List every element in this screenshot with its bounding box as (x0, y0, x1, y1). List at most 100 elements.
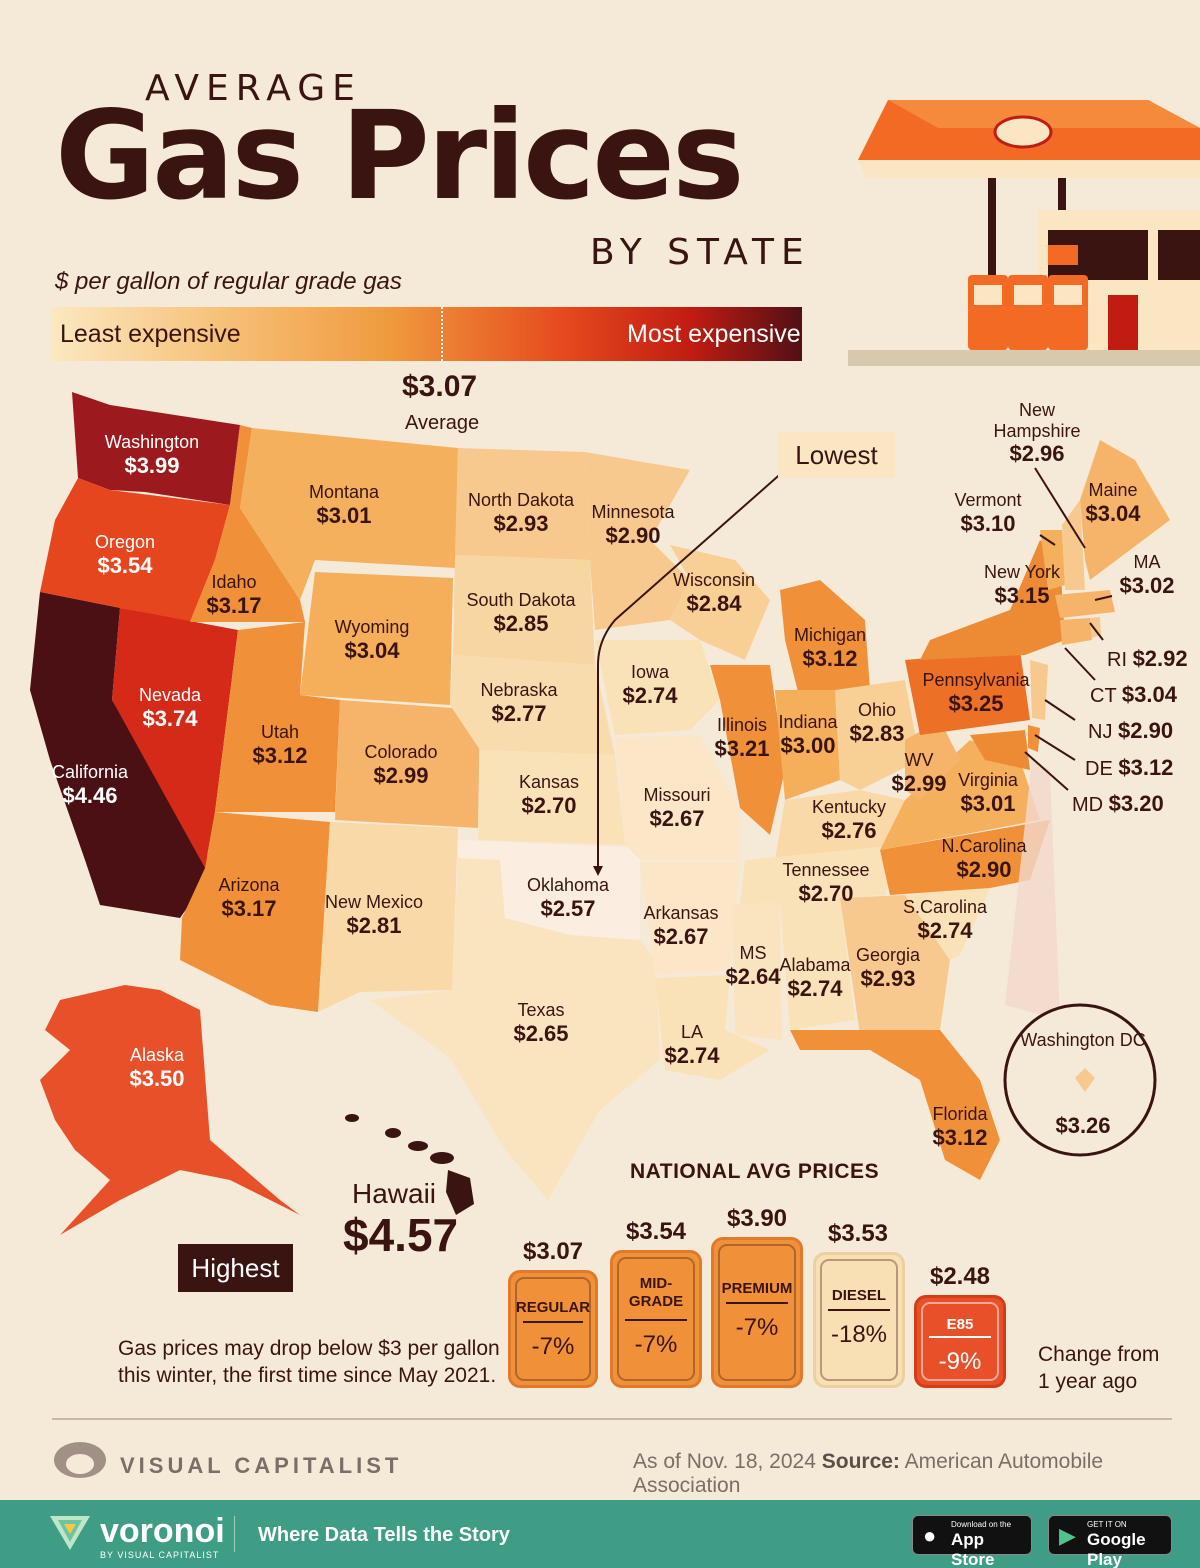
apple-icon: ● (923, 1523, 937, 1548)
label-nevada: Nevada $3.74 (138, 685, 202, 731)
label-alaska: Alaska $3.50 (129, 1045, 185, 1091)
label-pennsylvania: Pennsylvania $3.25 (922, 670, 1030, 716)
label-south-carolina: S.Carolina $2.74 (902, 897, 988, 943)
label-delaware: DE $3.12 (1085, 755, 1174, 780)
voronoi-byline: BY VISUAL CAPITALIST (100, 1550, 220, 1560)
state-shape-nevada (112, 608, 238, 868)
label-connecticut: CT $3.04 (1090, 682, 1177, 707)
visual-capitalist-logo-icon (54, 1442, 106, 1478)
state-shape-idaho (190, 425, 305, 622)
label-texas: Texas $2.65 (513, 1000, 569, 1046)
state-shape-connecticut (1060, 618, 1092, 645)
state-shape-alaska (40, 985, 300, 1235)
app-store-button[interactable]: ● Download on the App Store (912, 1515, 1032, 1568)
grade-price-midgrade: $3.54 (625, 1218, 687, 1245)
label-illinois: Illinois $3.21 (714, 715, 770, 761)
label-idaho: Idaho $3.17 (206, 572, 262, 618)
grade-box-regular: REGULAR -7% (508, 1270, 598, 1388)
label-north-carolina: N.Carolina $2.90 (941, 836, 1027, 882)
winter-note: Gas prices may drop below $3 per gallon … (118, 1337, 500, 1388)
title-by-state: BY STATE (590, 232, 811, 273)
label-maine: Maine $3.04 (1085, 480, 1141, 526)
google-play-button[interactable]: ▶ GET IT ON Google Play (1048, 1515, 1172, 1568)
state-shape-georgia (840, 895, 950, 1035)
state-shape-dc (1075, 1068, 1095, 1092)
label-oklahoma: Oklahoma $2.57 (526, 875, 610, 921)
state-shape-new-mexico (318, 822, 458, 1012)
highest-callout: Highest (178, 1244, 293, 1292)
state-shape-vermont (1040, 530, 1065, 590)
state-shape-utah (215, 622, 340, 812)
state-shape-maine (1080, 440, 1170, 580)
label-west-virginia: WV $2.99 (891, 750, 947, 796)
subtitle: $ per gallon of regular grade gas (55, 268, 402, 295)
label-north-dakota: North Dakota $2.93 (467, 490, 575, 536)
state-shape-montana (240, 428, 458, 600)
lowest-callout: Lowest (778, 432, 895, 478)
title-average: AVERAGE (145, 68, 362, 109)
state-shape-louisiana (655, 975, 770, 1080)
state-shape-wyoming (300, 572, 453, 705)
grade-box-premium: PREMIUM -7% (711, 1237, 803, 1388)
credits-divider (52, 1418, 1172, 1420)
state-shape-minnesota (585, 452, 690, 630)
state-shape-west-virginia (905, 720, 960, 800)
state-shape-nebraska (450, 655, 615, 755)
voronoi-logo-icon (50, 1516, 90, 1550)
label-indiana: Indiana $3.00 (778, 712, 838, 758)
label-dc-price: $3.26 (1055, 1113, 1111, 1138)
state-shape-south-carolina (905, 888, 990, 960)
label-washington: Washington $3.99 (104, 432, 200, 478)
grade-box-e85: E85 -9% (914, 1295, 1006, 1388)
label-new-mexico: New Mexico $2.81 (324, 892, 424, 938)
state-shape-ohio (835, 680, 920, 790)
change-note: Change from 1 year ago (1038, 1343, 1160, 1393)
state-shape-north-dakota (455, 448, 590, 560)
gas-station-illustration (848, 100, 1200, 366)
label-california: California $4.46 (51, 762, 129, 808)
state-shape-california (30, 592, 215, 918)
label-dc-name: Washington DC (1020, 1030, 1146, 1050)
grade-price-diesel: $3.53 (827, 1220, 889, 1247)
average-label: Average (405, 412, 480, 434)
label-georgia: Georgia $2.93 (855, 945, 921, 991)
state-shape-north-carolina (880, 820, 1050, 895)
label-massachusetts: MA $3.02 (1119, 552, 1175, 598)
legend-average-marker (441, 307, 443, 361)
national-prices-title: NATIONAL AVG PRICES (630, 1160, 880, 1183)
state-shape-colorado (335, 700, 480, 828)
label-utah: Utah $3.12 (252, 722, 308, 768)
state-shape-illinois (710, 665, 785, 835)
voronoi-logo-text[interactable]: voronoi (100, 1512, 225, 1550)
state-shape-kansas (478, 750, 625, 845)
average-value: $3.07 (402, 370, 478, 403)
state-shape-pennsylvania (905, 650, 1030, 735)
state-shape-indiana (775, 690, 840, 800)
lowest-arrow (597, 469, 786, 868)
legend-least-label: Least expensive (60, 320, 241, 348)
state-shape-hawaii (345, 1114, 474, 1215)
visual-capitalist-brand: VISUAL CAPITALIST (120, 1453, 403, 1478)
us-map (30, 392, 1170, 1235)
state-shape-arkansas (640, 862, 740, 975)
state-shape-maryland (970, 730, 1030, 770)
label-hawaii-name: Hawaii (352, 1178, 437, 1209)
label-virginia: Virginia $3.01 (958, 770, 1018, 816)
state-shape-tennessee (740, 845, 900, 905)
label-mississippi: MS $2.64 (725, 943, 781, 989)
label-wisconsin: Wisconsin $2.84 (672, 570, 756, 616)
label-tennessee: Tennessee $2.70 (782, 860, 870, 906)
label-kansas: Kansas $2.70 (518, 772, 580, 818)
footer-tagline: Where Data Tells the Story (258, 1524, 510, 1546)
label-florida: Florida $3.12 (932, 1104, 988, 1150)
label-ohio: Ohio $2.83 (849, 700, 905, 746)
source-line: As of Nov. 18, 2024 Source: American Aut… (633, 1450, 1104, 1497)
label-montana: Montana $3.01 (308, 482, 380, 528)
state-shape-texas (370, 858, 660, 1200)
state-shape-virginia (880, 740, 1040, 850)
label-oregon: Oregon $3.54 (94, 532, 156, 578)
state-shape-massachusetts (1055, 590, 1115, 618)
state-shape-mississippi (732, 902, 782, 1040)
label-maryland: MD $3.20 (1072, 791, 1164, 816)
state-shape-south-dakota (453, 555, 595, 665)
